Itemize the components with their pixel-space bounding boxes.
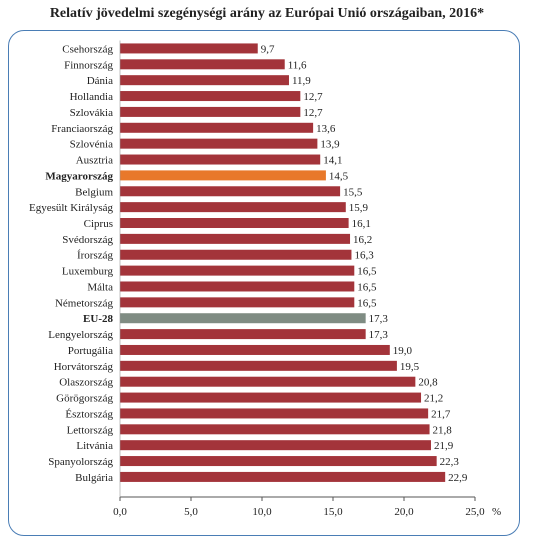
category-label: Belgium [75,186,113,198]
category-label: Csehország [62,43,113,55]
bar [120,91,301,102]
category-label: Magyarország [45,170,113,182]
value-label: 12,7 [303,107,323,119]
value-label: 19,5 [400,361,420,373]
value-label: 22,3 [440,456,460,468]
x-tick-label: 5,0 [184,506,198,518]
bar [120,392,422,403]
bar [120,297,355,308]
value-label: 13,9 [320,139,340,151]
value-label: 16,5 [357,266,377,278]
value-label: 16,5 [357,281,377,293]
value-label: 14,1 [323,155,342,167]
category-label: Portugália [68,345,113,357]
value-label: 21,8 [433,424,453,436]
value-label: 14,5 [329,170,349,182]
category-label: Bulgária [75,472,113,484]
x-tick-label: 25,0 [465,506,485,518]
value-label: 9,7 [261,43,275,55]
category-label: Svédország [62,234,113,246]
bar [120,313,366,324]
category-label: Írország [77,250,114,262]
value-label: 21,2 [424,393,443,405]
bar [120,471,446,482]
category-label: Luxemburg [62,266,114,278]
category-label: Ausztria [76,155,113,167]
category-label: Észtország [65,408,113,420]
category-label: Németország [55,297,114,309]
value-label: 15,5 [343,186,363,198]
bar [120,249,352,260]
value-label: 17,3 [369,313,389,325]
category-label: Dánia [87,75,113,87]
value-label: 19,0 [393,345,413,357]
value-label: 11,6 [288,59,307,71]
category-label: Litvánia [76,440,113,452]
bar [120,408,429,419]
value-label: 16,3 [354,250,374,262]
value-label: 20,8 [418,377,438,389]
category-label: Franciaország [51,123,113,135]
category-label: Lettország [67,424,114,436]
bar [120,106,301,117]
value-label: 16,5 [357,297,377,309]
x-tick-label: 0,0 [113,506,127,518]
bar [120,202,346,213]
value-label: 13,6 [316,123,336,135]
bar [120,59,285,70]
category-label: Görögország [56,393,113,405]
bar [120,218,349,229]
value-label: 11,9 [292,75,311,87]
bar [120,360,397,371]
bar [120,456,437,467]
bar [120,344,390,355]
value-label: 16,1 [352,218,371,230]
category-label: Szlovákia [70,107,113,119]
category-label: Horvátország [54,361,114,373]
value-label: 21,7 [431,408,451,420]
category-label: Hollandia [70,91,113,103]
category-label: Olaszország [59,377,113,389]
value-label: 22,9 [448,472,468,484]
bar [120,154,321,165]
chart-title: Relatív jövedelmi szegénységi arány az E… [49,6,485,21]
category-label: Szlovénia [70,139,113,151]
category-label: Spanyolország [48,456,113,468]
value-label: 17,3 [369,329,389,341]
value-label: 15,9 [349,202,369,214]
category-label: Finnország [64,59,113,71]
bar [120,440,431,451]
value-label: 12,7 [303,91,323,103]
category-label: Málta [87,281,113,293]
bar [120,138,318,149]
x-tick-label: 15,0 [323,506,343,518]
bar [120,122,314,133]
category-label: Lengyelország [48,329,113,341]
x-tick-label: 20,0 [394,506,414,518]
x-axis-unit: % [492,506,501,518]
bar [120,43,258,54]
chart-frame [8,30,520,536]
value-label: 16,2 [353,234,372,246]
value-label: 21,9 [434,440,454,452]
bar [120,233,351,244]
x-tick-label: 10,0 [252,506,272,518]
bar [120,75,289,86]
bar [120,281,355,292]
category-label: Egyesült Királyság [29,202,114,214]
bar [120,424,430,435]
bar [120,265,355,276]
category-label: EU-28 [83,313,113,325]
bar [120,376,416,387]
bar [120,329,366,340]
bar [120,186,341,197]
category-label: Ciprus [84,218,113,230]
bar [120,170,326,181]
